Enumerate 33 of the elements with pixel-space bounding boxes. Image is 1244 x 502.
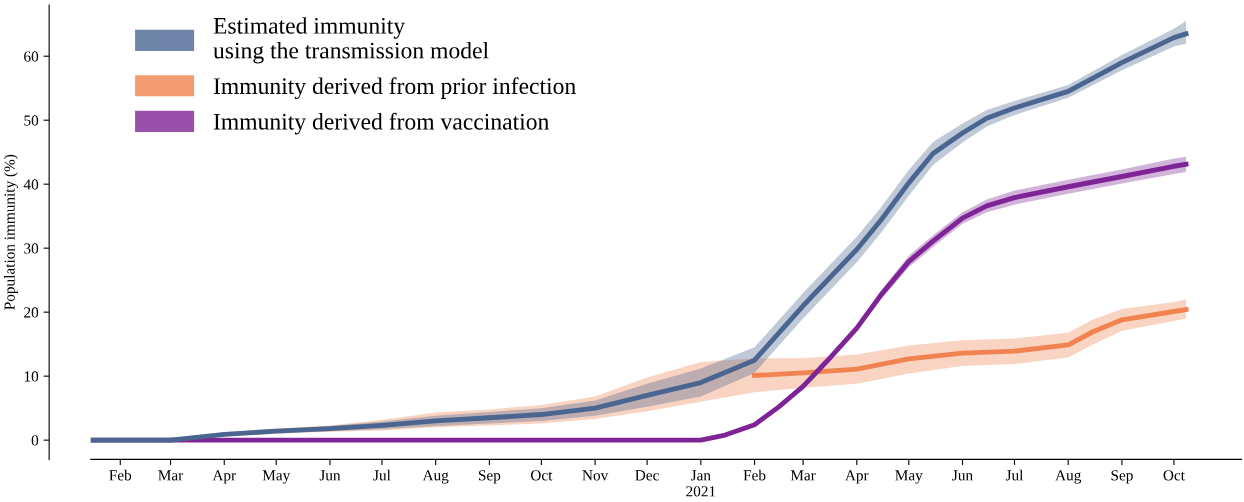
x-tick-label: Apr [212, 470, 236, 484]
x-tick-label: Jun [319, 470, 341, 481]
y-tick-label: 30 [24, 243, 39, 254]
x-tick-label: Mar [790, 470, 816, 481]
y-tick-label: 60 [24, 51, 39, 62]
x-tick-label: May [262, 470, 291, 484]
x-tick-label: Mar [158, 470, 184, 481]
x-tick-label: Aug [422, 470, 449, 484]
x-tick-label: Oct [530, 470, 553, 481]
x-tick-label: May [895, 470, 923, 484]
y-tick-label: 50 [24, 115, 39, 126]
x-tick-label: Sep [1111, 470, 1133, 484]
y-axis-title: Population immunity (%) [4, 154, 18, 310]
x-tick-label: Feb [743, 469, 766, 481]
y-tick-label: 40 [23, 179, 39, 190]
x-tick-label: Jan 2021 [686, 470, 716, 497]
y-tick-label: 20 [24, 307, 39, 318]
legend-label: Estimated immunity using the transmission model [213, 17, 489, 64]
x-tick-label: Aug [1055, 470, 1082, 484]
y-tick-label: 10 [24, 371, 39, 382]
x-tick-label: Jul [373, 469, 391, 481]
y-tick-label: 0 [31, 435, 39, 446]
x-tick-label: Oct [1163, 470, 1185, 481]
line-series [752, 307, 1189, 378]
x-tick-label: Nov [582, 470, 609, 481]
x-tick-label: Dec [635, 470, 659, 481]
x-tick-label: Feb [109, 469, 132, 481]
legend-label: Immunity derived from vaccination [213, 112, 549, 135]
x-tick-label: Jun [952, 470, 973, 481]
x-tick-label: Jul [1005, 469, 1024, 481]
legend-label: Immunity derived from prior infection [213, 77, 576, 99]
x-tick-label: Apr [845, 470, 869, 484]
x-tick-label: Sep [478, 470, 501, 484]
